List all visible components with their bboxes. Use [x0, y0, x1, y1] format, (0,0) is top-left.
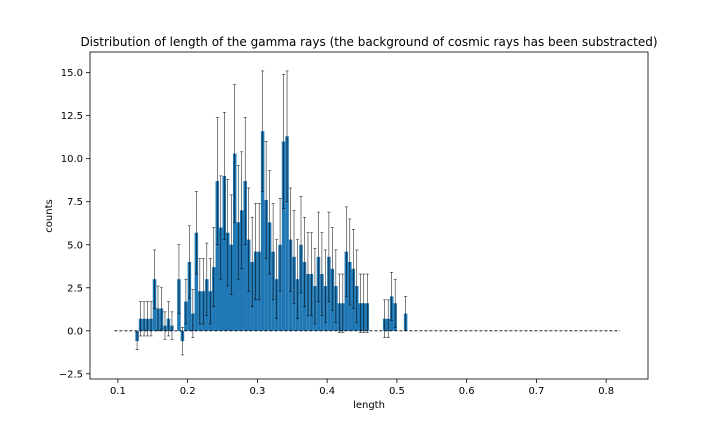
histogram-bar — [264, 200, 268, 331]
chart-title: Distribution of length of the gamma rays… — [80, 35, 657, 49]
histogram-bar — [281, 141, 286, 331]
histogram-bar — [285, 136, 289, 331]
x-tick-label: 0.5 — [389, 386, 405, 397]
x-tick-label: 0.1 — [110, 386, 126, 397]
histogram-bar — [239, 210, 244, 331]
histogram-bar — [215, 181, 220, 331]
histogram-bar — [243, 181, 247, 331]
x-tick-label: 0.4 — [319, 386, 335, 397]
y-tick-label: −2.5 — [59, 369, 83, 380]
x-tick-label: 0.3 — [249, 386, 265, 397]
y-tick-label: 10.0 — [61, 154, 83, 165]
x-tick-label: 0.8 — [598, 386, 614, 397]
x-tick-label: 0.7 — [528, 386, 544, 397]
plot-frame — [89, 51, 649, 380]
histogram-bar — [267, 222, 272, 331]
x-axis-label: length — [353, 400, 385, 411]
histogram-bar — [232, 153, 237, 331]
histogram-bar — [260, 131, 265, 331]
y-tick-label: 0.0 — [67, 326, 83, 337]
y-tick-label: 2.5 — [67, 283, 83, 294]
y-tick-label: 12.5 — [61, 111, 83, 122]
histogram-bar — [194, 232, 199, 331]
y-axis-label: counts — [44, 199, 55, 232]
histogram-bar — [222, 175, 227, 331]
plot-area: 0.1 0.2 0.3 0.4 0.5 0.6 0.7 0.8 −2.5 0.0 2.5 5.0 7.5… — [59, 51, 649, 397]
x-tick-label: 0.2 — [180, 386, 196, 397]
y-tick-label: 7.5 — [67, 197, 83, 208]
x-tick-label: 0.6 — [459, 386, 475, 397]
y-tick-label: 15.0 — [61, 68, 83, 79]
y-tick-label: 5.0 — [67, 240, 83, 251]
